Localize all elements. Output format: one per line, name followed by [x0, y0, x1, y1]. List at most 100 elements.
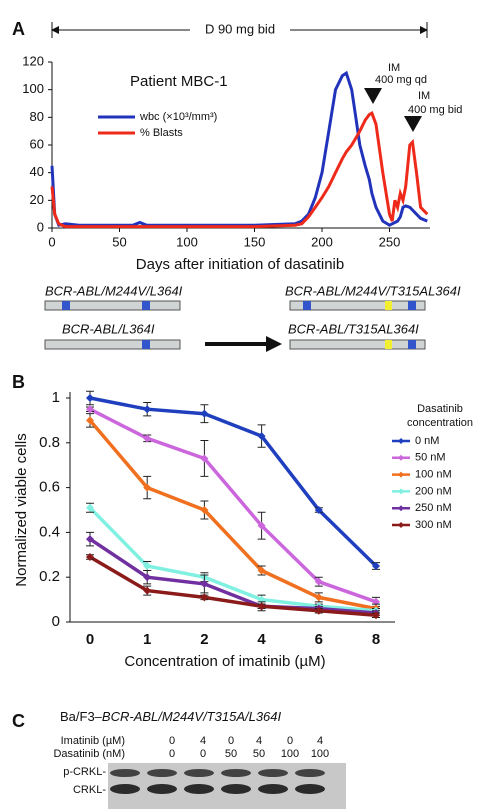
data-line [89, 407, 377, 604]
data-point [257, 521, 266, 530]
data-point [314, 577, 323, 586]
span-label-bg [190, 22, 290, 38]
data-point [143, 483, 152, 492]
x-axis-title: Concentration of imatinib (µM) [124, 653, 325, 670]
x-tick-label: 0 [48, 234, 55, 249]
band [295, 784, 325, 794]
data-line [88, 506, 377, 613]
data-point [200, 409, 209, 418]
legend-marker [398, 505, 404, 512]
legend-label: 100 nM [415, 469, 452, 481]
data-line [89, 555, 377, 618]
x-tick-label: 4 [257, 631, 266, 648]
x-tick-label: 1 [143, 631, 151, 648]
x-tick-label: 250 [379, 234, 401, 249]
data-point [86, 553, 94, 562]
y-tick-label: 0 [52, 613, 60, 630]
data-point [257, 566, 266, 575]
x-tick-label: 100 [176, 234, 198, 249]
panel-label: B [12, 372, 25, 392]
data-line [50, 70, 428, 227]
blot-title-gene: BCR-ABL/M244V/T315A/L364I [102, 709, 282, 724]
annotation: IM [418, 90, 430, 102]
data-point [86, 416, 94, 425]
data-point [200, 579, 209, 588]
legend-marker [398, 522, 404, 528]
data-point [372, 562, 380, 570]
data-point [86, 503, 94, 512]
y-tick-label: 40 [30, 164, 44, 179]
column-value: 100 [311, 748, 329, 760]
data-point [143, 434, 152, 443]
band [147, 769, 177, 777]
construct-label: BCR-ABL/L364I [62, 321, 155, 336]
annotation: D 90 mg bid [205, 21, 275, 36]
y-tick-label: 120 [22, 53, 44, 68]
data-point [143, 562, 152, 570]
y-tick-label: 0.4 [39, 523, 60, 540]
column-value: 50 [225, 748, 237, 760]
row-label: Dasatinib (nM) [53, 748, 125, 760]
y-tick-label: 0.8 [39, 434, 60, 451]
column-value: 4 [317, 735, 323, 747]
data-point [86, 394, 94, 402]
construct-label: BCR-ABL/M244V/L364I [45, 283, 183, 298]
data-point [86, 535, 94, 544]
mutation [142, 340, 150, 349]
legend-marker [398, 438, 404, 444]
column-value: 0 [169, 735, 175, 747]
legend-label: 250 nM [415, 502, 452, 514]
band [258, 769, 288, 777]
annotation: 400 mg qd [375, 74, 427, 86]
band [221, 784, 251, 794]
legend-marker [398, 454, 404, 461]
data-point [314, 593, 323, 602]
data-point [372, 611, 380, 620]
data-point [143, 573, 152, 582]
panel-label: A [12, 19, 25, 39]
blot-title: Ba/F3–BCR-ABL/M244V/T315A/L364I [60, 709, 282, 724]
column-value: 4 [200, 735, 206, 747]
legend-title: Dasatinib concentration [406, 403, 474, 429]
mutation [303, 301, 311, 310]
im-arrow [364, 88, 382, 104]
data-point [143, 405, 152, 414]
legend-marker [398, 471, 404, 478]
band [184, 784, 214, 794]
construct-label: BCR-ABL/T315AL364I [288, 321, 419, 336]
construct-diagram: BCR-ABL/M244V/L364I BCR-ABL/L364I BCR-AB… [44, 283, 461, 352]
mutation [142, 301, 150, 310]
data-point [200, 593, 209, 602]
data-line [88, 419, 377, 611]
panel-label: C [12, 711, 25, 731]
legend-label: 50 nM [415, 452, 446, 464]
band [295, 769, 325, 777]
legend-label: 200 nM [415, 485, 452, 497]
column-value: 0 [287, 735, 293, 747]
column-value: 0 [228, 735, 234, 747]
band [221, 769, 251, 777]
legend-label: % Blasts [140, 127, 183, 139]
row-label: Imatinib (µM) [61, 735, 125, 747]
y-tick-label: 100 [22, 81, 44, 96]
legend-label: 0 nM [415, 435, 439, 447]
mutation [385, 301, 392, 310]
data-point [314, 506, 323, 514]
x-tick-label: 6 [315, 631, 323, 648]
column-value: 4 [256, 735, 262, 747]
construct-bar [289, 339, 426, 350]
annotation: Patient MBC-1 [130, 73, 228, 90]
x-tick-label: 150 [244, 234, 266, 249]
column-value: 0 [169, 748, 175, 760]
x-axis-title: Days after initiation of dasatinib [136, 256, 344, 273]
x-tick-label: 0 [86, 631, 94, 648]
mutation [385, 340, 392, 349]
data-point [200, 506, 209, 514]
construct-bar [44, 339, 181, 350]
mutation [408, 340, 416, 349]
data-point [200, 454, 209, 463]
y-tick-label: 60 [30, 136, 44, 151]
mutation [62, 301, 70, 310]
x-tick-label: 50 [112, 234, 126, 249]
